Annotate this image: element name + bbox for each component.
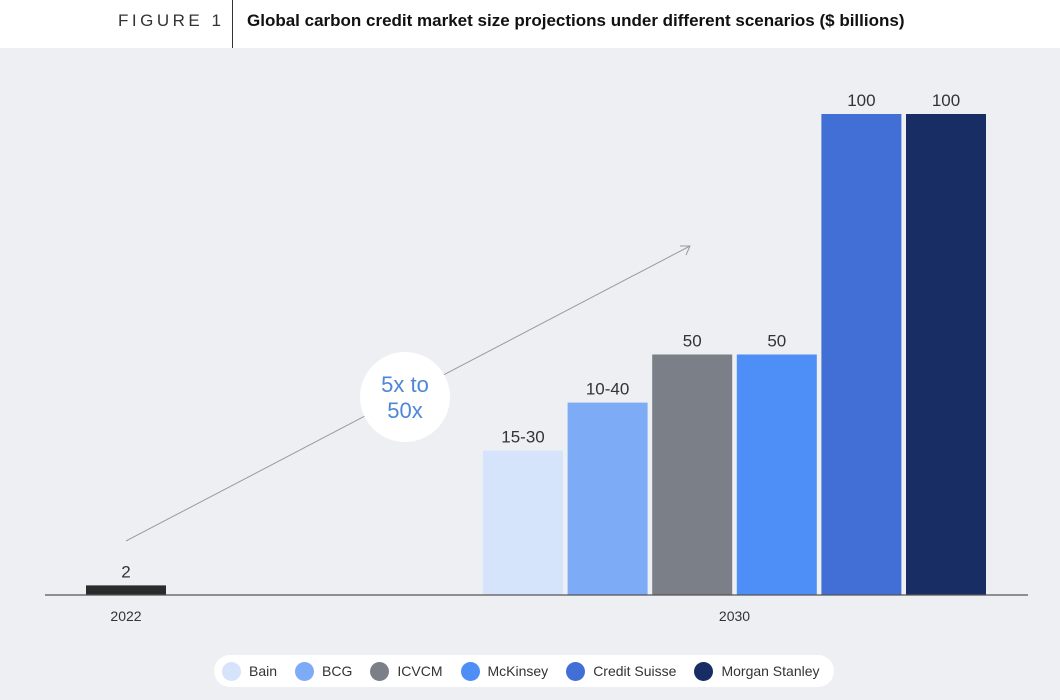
annotation-line-1: 5x to (381, 372, 429, 397)
x-tick-label-2030: 2030 (719, 608, 750, 624)
growth-annotation: 5x to 50x (360, 352, 450, 442)
data-label-bcg: 10-40 (586, 380, 629, 399)
data-label-morgan-stanley: 100 (932, 91, 960, 110)
bar-bcg (567, 402, 648, 595)
data-label-2022: 2 (121, 562, 130, 581)
bar-credit-suisse (821, 114, 902, 595)
legend-swatch-bcg (295, 661, 315, 681)
header-divider (232, 0, 233, 48)
chart-title: Global carbon credit market size project… (247, 11, 905, 30)
legend-label-bcg: BCG (322, 663, 353, 679)
figure-header: FIGURE 1 Global carbon credit market siz… (0, 0, 1060, 48)
legend-item-bain: Bain (222, 661, 278, 681)
bar-mckinsey (736, 354, 817, 595)
bar-chart: 5x to 50x 2 15-30 10-40 50 50 100 100 2022 2030 (45, 91, 1028, 624)
data-label-mckinsey: 50 (767, 332, 786, 351)
chart-legend: Bain BCG ICVCM McKinsey Credit Suisse Morgan … (214, 655, 834, 687)
legend-label-mckinsey: McKinsey (487, 663, 549, 679)
legend-label-bain: Bain (249, 663, 278, 679)
legend-swatch-credit-suisse (566, 661, 586, 681)
legend-label-credit-suisse: Credit Suisse (593, 663, 677, 679)
legend-item-credit-suisse: Credit Suisse (566, 661, 677, 681)
data-label-icvcm: 50 (683, 332, 702, 351)
legend-swatch-morgan-stanley (694, 661, 714, 681)
legend-item-mckinsey: McKinsey (460, 661, 549, 681)
legend-label-icvcm: ICVCM (397, 663, 443, 679)
bar-2022 (86, 585, 166, 595)
legend-item-icvcm: ICVCM (370, 661, 443, 681)
legend-swatch-mckinsey (460, 661, 480, 681)
bar-morgan-stanley (906, 114, 986, 595)
legend-swatch-bain (222, 661, 241, 681)
legend-item-morgan-stanley: Morgan Stanley (694, 661, 820, 681)
annotation-circle (360, 352, 450, 442)
figure-label: FIGURE 1 (118, 11, 225, 30)
data-label-credit-suisse: 100 (847, 91, 875, 110)
legend-swatch-icvcm (370, 661, 390, 681)
legend-label-morgan-stanley: Morgan Stanley (721, 663, 820, 679)
bar-bain (483, 450, 563, 595)
chart-panel: 5x to 50x 2 15-30 10-40 50 50 100 100 2022 2030… (0, 48, 1060, 700)
x-tick-label-2022: 2022 (110, 608, 141, 624)
growth-arrow-head (680, 245, 691, 256)
annotation-line-2: 50x (387, 398, 422, 423)
legend-item-bcg: BCG (295, 661, 353, 681)
bar-icvcm (652, 354, 733, 595)
data-label-bain: 15-30 (501, 428, 544, 447)
